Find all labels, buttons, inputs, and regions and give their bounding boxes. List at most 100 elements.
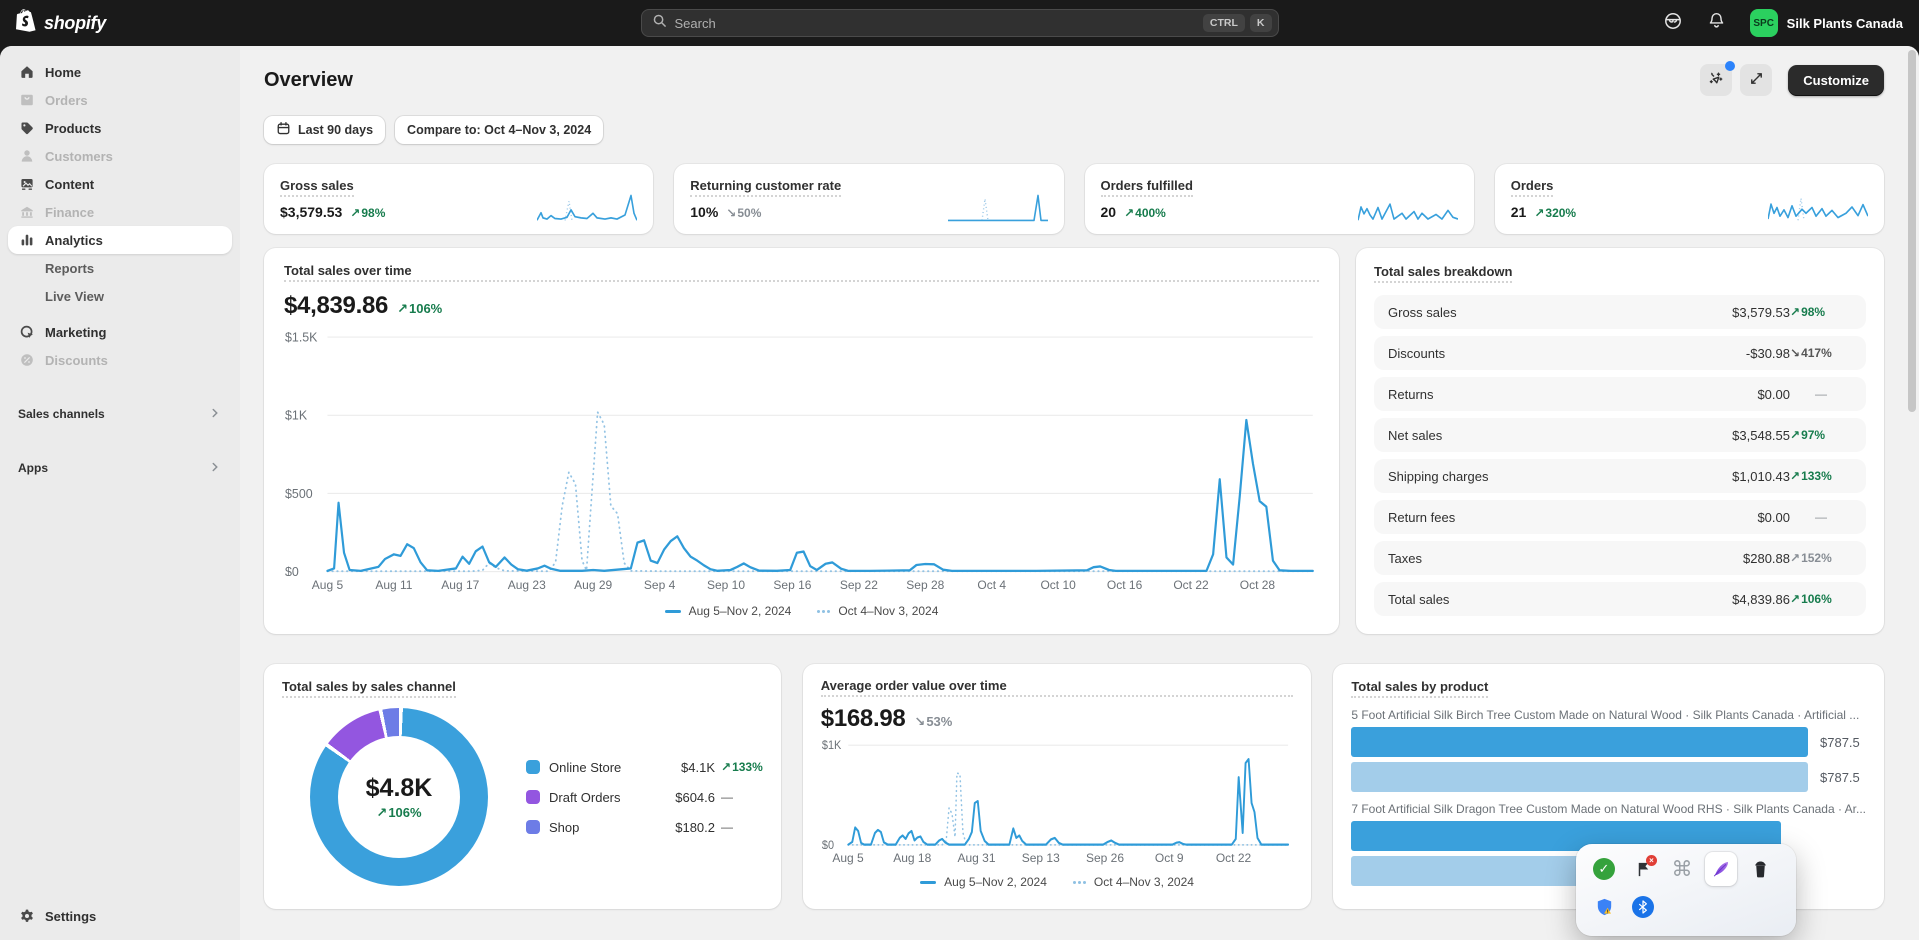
- extension-command[interactable]: ⌘: [1666, 854, 1698, 884]
- svg-text:$1K: $1K: [285, 407, 307, 423]
- svg-text:$0: $0: [285, 564, 299, 576]
- legend-row-shop: Shop $180.2 —: [526, 820, 763, 835]
- global-search[interactable]: CTRL K: [641, 9, 1279, 37]
- sidebar-item-analytics[interactable]: Analytics: [8, 226, 232, 254]
- extension-shield[interactable]: [1588, 892, 1620, 922]
- shortcut-ctrl-key: CTRL: [1203, 14, 1245, 32]
- feather-icon: [1711, 859, 1731, 879]
- shopify-logo[interactable]: shopify: [16, 9, 106, 37]
- aov-line-chart: $1K$0: [821, 735, 1294, 849]
- product-name: 5 Foot Artificial Silk Birch Tree Custom…: [1351, 708, 1866, 722]
- bluetooth-icon: [1632, 896, 1654, 918]
- sidebar-item-settings[interactable]: Settings: [8, 902, 232, 930]
- extension-feather[interactable]: [1705, 852, 1737, 886]
- product-bar-row: $787.5: [1351, 727, 1866, 757]
- breakdown-row-net-sales[interactable]: Net sales$3,548.55 ↗97%: [1374, 418, 1866, 452]
- sidebar-item-customers[interactable]: Customers: [8, 142, 232, 170]
- x-tick-label: Oct 22: [1216, 851, 1251, 865]
- donut-center-change: ↗106%: [376, 805, 421, 821]
- kpi-change: ↗320%: [1534, 206, 1576, 220]
- online-store-swatch: [526, 760, 540, 774]
- legend-row-draft-orders: Draft Orders $604.6 —: [526, 790, 763, 805]
- main-content: Overview Customize Last 90 days Compare …: [240, 46, 1919, 940]
- insights-button[interactable]: [1700, 64, 1732, 96]
- product-bar-current[interactable]: [1351, 727, 1808, 757]
- sidebar-item-orders[interactable]: Orders: [8, 86, 232, 114]
- x-tick-label: Sep 10: [707, 578, 745, 592]
- notifications-bell-icon[interactable]: [1707, 11, 1726, 35]
- breakdown-row-return-fees[interactable]: Return fees$0.00 —: [1374, 500, 1866, 534]
- sidebar-item-reports[interactable]: Reports: [8, 254, 232, 282]
- extension-checkmark[interactable]: ✓: [1588, 854, 1620, 884]
- breakdown-row-total-sales[interactable]: Total sales$4,839.86 ↗106%: [1374, 582, 1866, 616]
- bank-icon: [18, 204, 35, 221]
- sidebar-item-home[interactable]: Home: [8, 58, 232, 86]
- sidebar-item-content[interactable]: Content: [8, 170, 232, 198]
- sidebar-section-sales-channels[interactable]: Sales channels: [8, 400, 232, 428]
- shield-warning-icon: [1594, 897, 1615, 918]
- x-tick-label: Sep 28: [906, 578, 944, 592]
- command-icon: ⌘: [1672, 859, 1693, 880]
- fullscreen-button[interactable]: [1740, 64, 1772, 96]
- chevron-right-icon: [208, 406, 222, 423]
- scrollbar-thumb[interactable]: [1908, 50, 1916, 412]
- breakdown-row-taxes[interactable]: Taxes$280.88 ↗152%: [1374, 541, 1866, 575]
- x-tick-label: Sep 26: [1086, 851, 1124, 865]
- checkmark-icon: ✓: [1593, 858, 1615, 880]
- x-axis-labels: Aug 5Aug 11Aug 17Aug 23Aug 29Sep 4Sep 10…: [284, 578, 1319, 594]
- target-icon: [18, 324, 35, 341]
- breakdown-row-gross-sales[interactable]: Gross sales$3,579.53 ↗98%: [1374, 295, 1866, 329]
- total-sales-change: ↗106%: [397, 301, 442, 317]
- sidebar-item-products[interactable]: Products: [8, 114, 232, 142]
- sidebar-item-live-view[interactable]: Live View: [8, 282, 232, 310]
- customize-button[interactable]: Customize: [1788, 65, 1884, 96]
- channel-donut-chart: $4.8K ↗106%: [310, 708, 488, 886]
- sparkline-chart: [537, 191, 637, 223]
- sidekick-icon[interactable]: [1663, 11, 1683, 36]
- product-bar-compare[interactable]: [1351, 762, 1808, 792]
- extension-flag[interactable]: ×: [1627, 854, 1659, 884]
- product-name: 7 Foot Artificial Silk Dragon Tree Custo…: [1351, 802, 1866, 816]
- page-title: Overview: [264, 69, 353, 92]
- x-tick-label: Oct 10: [1040, 578, 1075, 592]
- sidebar-item-discounts[interactable]: Discounts: [8, 346, 232, 374]
- kpi-card-orders[interactable]: Orders 21 ↗320%: [1495, 164, 1884, 234]
- gear-icon: [18, 908, 35, 925]
- x-tick-label: Sep 16: [773, 578, 811, 592]
- shop-swatch: [526, 820, 540, 834]
- extension-trash[interactable]: [1744, 854, 1776, 884]
- kpi-change: ↗400%: [1124, 206, 1166, 220]
- x-tick-label: Oct 4: [977, 578, 1006, 592]
- breakdown-row-discounts[interactable]: Discounts-$30.98 ↘417%: [1374, 336, 1866, 370]
- sidebar-item-marketing[interactable]: Marketing: [8, 318, 232, 346]
- x-tick-label: Aug 5: [832, 851, 863, 865]
- chart-legend: Aug 5–Nov 2, 2024 Oct 4–Nov 3, 2024: [821, 869, 1294, 895]
- compare-button[interactable]: Compare to: Oct 4–Nov 3, 2024: [395, 116, 603, 144]
- total-sales-line-chart: $1.5K$1K$500$0: [284, 326, 1319, 576]
- sidebar-item-finance[interactable]: Finance: [8, 198, 232, 226]
- sidebar-section-apps[interactable]: Apps: [8, 454, 232, 482]
- kpi-value: 21: [1511, 204, 1527, 220]
- x-tick-label: Sep 13: [1022, 851, 1060, 865]
- account-menu[interactable]: SPC Silk Plants Canada: [1750, 9, 1903, 37]
- svg-text:$1.5K: $1.5K: [285, 329, 318, 345]
- kpi-card-gross-sales[interactable]: Gross sales $3,579.53 ↗98%: [264, 164, 653, 234]
- aov-value: $168.98: [821, 705, 906, 733]
- legend-row-online-store: Online Store $4.1K ↗133%: [526, 760, 763, 775]
- kpi-card-returning-customer-rate[interactable]: Returning customer rate 10% ↘50%: [674, 164, 1063, 234]
- aov-change: ↘53%: [914, 714, 952, 730]
- extension-bluetooth[interactable]: [1627, 892, 1659, 922]
- x-tick-label: Oct 9: [1155, 851, 1184, 865]
- breakdown-row-shipping-charges[interactable]: Shipping charges$1,010.43 ↗133%: [1374, 459, 1866, 493]
- kpi-value: 20: [1101, 204, 1117, 220]
- chevron-right-icon: [208, 460, 222, 477]
- x-tick-label: Aug 17: [441, 578, 479, 592]
- trash-icon: [1752, 860, 1769, 878]
- x-tick-label: Sep 22: [840, 578, 878, 592]
- x-tick-label: Oct 28: [1240, 578, 1275, 592]
- expand-icon: [1748, 70, 1765, 90]
- search-input[interactable]: [675, 16, 1198, 31]
- kpi-card-orders-fulfilled[interactable]: Orders fulfilled 20 ↗400%: [1085, 164, 1474, 234]
- breakdown-row-returns[interactable]: Returns$0.00 —: [1374, 377, 1866, 411]
- date-range-button[interactable]: Last 90 days: [264, 116, 385, 144]
